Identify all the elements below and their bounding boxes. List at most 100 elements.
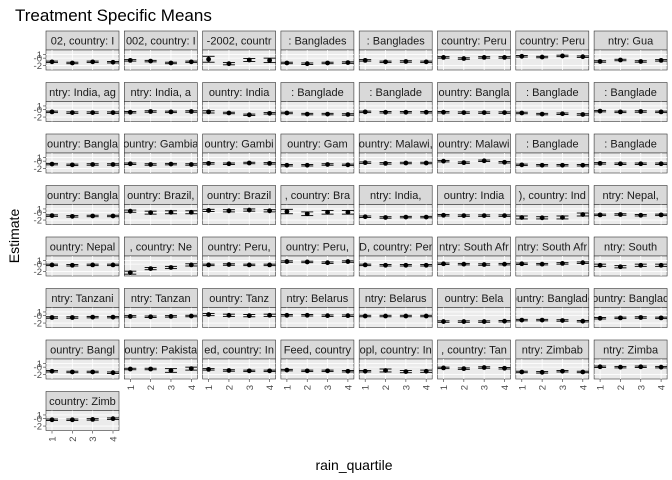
facet-strip-label: ountry: Bangla bbox=[439, 87, 511, 99]
chart-title: Treatment Specific Means bbox=[15, 6, 212, 25]
data-point bbox=[618, 161, 623, 167]
data-point bbox=[658, 212, 664, 218]
data-point bbox=[560, 162, 565, 168]
data-point bbox=[539, 261, 545, 267]
data-point bbox=[362, 262, 368, 268]
data-point bbox=[362, 214, 368, 220]
facet-strip-label: ntry: South bbox=[604, 242, 657, 254]
data-point bbox=[481, 319, 487, 324]
data-point bbox=[148, 58, 154, 64]
facet-plot-area bbox=[280, 49, 355, 71]
data-point bbox=[618, 315, 623, 321]
data-point bbox=[461, 56, 467, 61]
data-point bbox=[69, 315, 75, 320]
data-point bbox=[441, 109, 446, 115]
x-tick-label: 4 bbox=[265, 385, 276, 390]
data-point bbox=[658, 109, 664, 115]
data-point bbox=[226, 262, 232, 267]
facet-strip-label: : Banglade bbox=[604, 139, 657, 151]
data-point bbox=[658, 315, 664, 321]
facet-panel: ountry: Bangl 1-0-2 bbox=[34, 339, 120, 381]
data-point bbox=[168, 209, 174, 215]
data-point bbox=[403, 262, 409, 268]
data-point bbox=[502, 318, 507, 324]
x-tick-label: 2 bbox=[381, 385, 392, 390]
x-tick-label: 1 bbox=[596, 385, 607, 390]
facet-strip-label: ountry: Gambi bbox=[205, 139, 274, 151]
data-point bbox=[403, 214, 409, 220]
data-point bbox=[423, 262, 429, 268]
facet-plot-area bbox=[593, 358, 668, 380]
data-point bbox=[90, 213, 96, 219]
facet-strip-label: ountry: Peru, bbox=[208, 242, 271, 254]
facet-plot-area bbox=[202, 49, 276, 71]
facet-strip-label: ountry: India bbox=[444, 190, 505, 202]
facet-panel: ntry: South bbox=[593, 236, 668, 277]
facet-plot-area bbox=[358, 204, 433, 225]
facet-strip-label: ntry: Zimba bbox=[603, 345, 659, 357]
facet-panel: D, country: Per bbox=[358, 236, 433, 277]
x-tick-label: 1 bbox=[282, 385, 293, 390]
facet-panel: ountry: Banglade bbox=[515, 288, 590, 328]
data-point bbox=[69, 262, 75, 268]
data-point bbox=[49, 262, 55, 268]
data-point bbox=[90, 59, 96, 65]
data-point bbox=[127, 57, 133, 63]
data-point bbox=[560, 53, 565, 59]
data-point bbox=[267, 160, 272, 166]
facet-panel: ountry: India bbox=[202, 82, 276, 122]
facet-strip-label: : Banglade bbox=[526, 139, 579, 151]
x-tick-label: 1 bbox=[361, 385, 372, 390]
data-point bbox=[383, 160, 388, 166]
facet-strip-label: : Banglades bbox=[288, 36, 347, 48]
data-point bbox=[168, 161, 174, 167]
data-point bbox=[539, 215, 545, 221]
data-point bbox=[403, 369, 409, 374]
data-point bbox=[423, 59, 429, 65]
facet-panel: ountry: Peru, bbox=[280, 236, 355, 277]
data-point bbox=[461, 319, 467, 324]
data-point bbox=[519, 261, 525, 267]
data-point bbox=[502, 365, 507, 371]
facet-panel: : Banglades bbox=[358, 30, 433, 71]
facet-strip-label: : Banglade bbox=[526, 87, 579, 99]
y-tick-label: 1 bbox=[37, 410, 42, 421]
facet-strip-label: D, country: Per bbox=[359, 242, 433, 254]
facet-plot-area bbox=[202, 204, 276, 225]
data-point bbox=[580, 369, 586, 375]
facet-panel: ed, country: In 1 2 3 4 bbox=[202, 339, 276, 390]
x-tick-label: 4 bbox=[422, 385, 433, 390]
facet-strip-label: opl, country: In bbox=[360, 345, 432, 357]
facet-strip-label: ountry: Malawi, bbox=[359, 139, 433, 151]
facet-strip-label: ntry: South Afr bbox=[439, 242, 509, 254]
facet-panel: ntry: Tanzan bbox=[124, 288, 198, 328]
y-tick-label: 1 bbox=[37, 101, 42, 112]
y-tick-label: -0 bbox=[34, 311, 42, 322]
facet-panel: ntry: Zimbab 1 2 3 4 bbox=[515, 339, 589, 390]
facet-panel: , country: Ne bbox=[124, 236, 198, 277]
data-point bbox=[90, 162, 96, 167]
data-point bbox=[519, 369, 525, 375]
data-point bbox=[580, 162, 586, 168]
data-point bbox=[519, 162, 525, 168]
data-point bbox=[267, 208, 272, 214]
facet-panel: : Banglade bbox=[515, 82, 590, 122]
data-point bbox=[168, 368, 174, 373]
facet-strip-label: ntry: Belarus bbox=[365, 293, 427, 305]
facet-plot-area bbox=[515, 204, 590, 225]
facet-plot-area bbox=[124, 204, 198, 225]
facet-strip-label: country: Peru bbox=[441, 36, 506, 48]
data-point bbox=[69, 213, 75, 219]
data-point bbox=[638, 262, 644, 268]
facet-panel: ountry: Malawi bbox=[437, 133, 511, 174]
data-point bbox=[560, 261, 565, 266]
facet-panel: : Banglade bbox=[280, 82, 355, 122]
x-tick-label: 3 bbox=[323, 385, 334, 390]
data-point bbox=[423, 109, 429, 115]
y-tick-label: 1 bbox=[37, 204, 42, 215]
y-tick-label: 1 bbox=[37, 307, 42, 318]
data-point bbox=[383, 59, 388, 65]
data-point bbox=[638, 59, 644, 64]
data-point bbox=[127, 270, 133, 276]
facet-strip-label: , country: Bra bbox=[285, 190, 351, 202]
